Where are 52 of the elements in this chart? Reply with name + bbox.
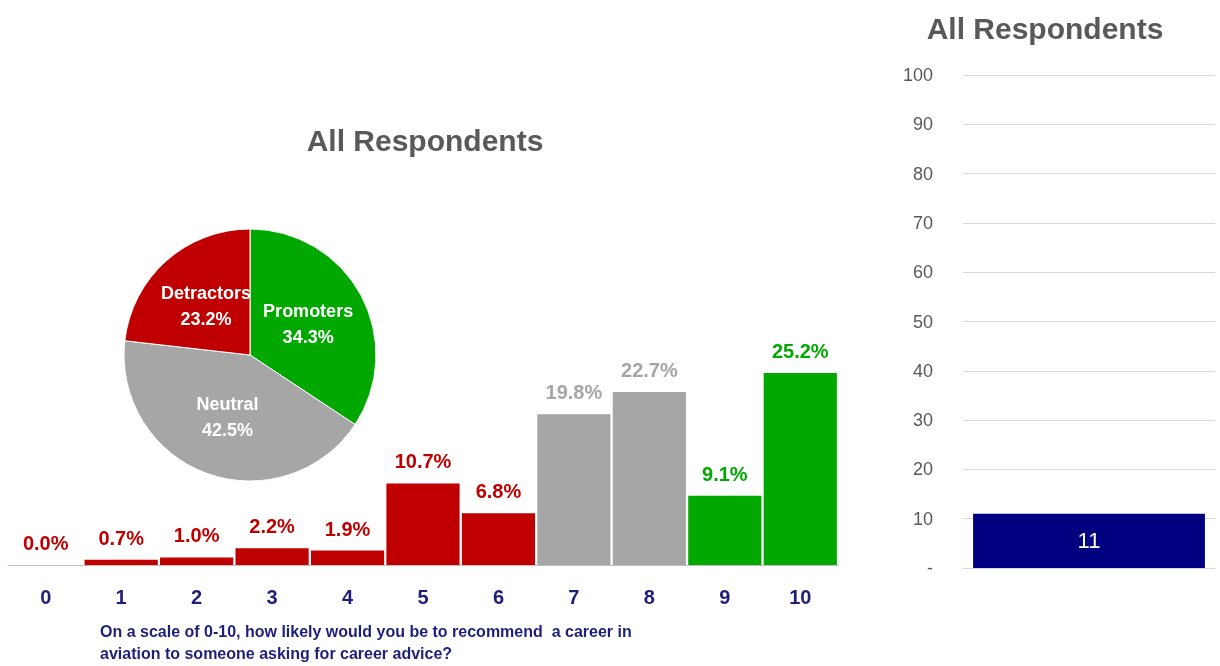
data-label: 25.2%: [771, 340, 829, 362]
x-axis-title: On a scale of 0-10, how likely would you be to recommend a career in aviation to someone asking for career advice?: [100, 622, 637, 662]
y-tick-label: 100: [902, 65, 933, 85]
data-label: 9.1%: [702, 462, 748, 485]
data-label: 0.0%: [22, 532, 69, 554]
bar: [537, 414, 611, 565]
y-tick-label: 80: [912, 163, 933, 184]
data-label: 34.3%: [282, 326, 334, 347]
data-label: 10.7%: [394, 450, 452, 473]
data-label: 19.8%: [545, 381, 603, 404]
slice-label: Neutral: [196, 394, 259, 415]
y-tick-label: 70: [912, 212, 933, 233]
data-label: 23.2%: [180, 308, 232, 329]
x-tick-label: 0: [40, 586, 52, 608]
x-tick-label: 8: [643, 586, 655, 608]
y-tick-label: 50: [912, 311, 933, 332]
x-tick-label: 9: [719, 586, 731, 608]
bar: [235, 548, 309, 565]
data-label: 6.8%: [475, 480, 522, 503]
bar: [386, 483, 460, 565]
y-tick-label: 40: [912, 360, 933, 381]
x-tick-label: 2: [191, 586, 203, 608]
chart-title: All Respondents: [926, 11, 1164, 45]
data-label: 22.7%: [621, 359, 678, 382]
data-label: 11: [1077, 528, 1101, 554]
bar: [160, 557, 234, 565]
bar: [84, 559, 158, 565]
y-tick-label: 60: [912, 262, 933, 283]
x-tick-label: 6: [492, 586, 505, 608]
y-tick-label: -: [927, 558, 933, 578]
y-tick-label: 20: [912, 459, 933, 480]
data-label: 0.7%: [98, 526, 145, 549]
x-tick-label: 7: [568, 586, 580, 608]
data-label: 1.9%: [324, 517, 371, 540]
chart-title: All Respondents: [306, 123, 544, 157]
y-tick-label: 90: [912, 114, 933, 135]
data-label: 1.0%: [173, 524, 220, 547]
y-tick-label: 30: [912, 410, 933, 431]
bar: [461, 513, 536, 565]
x-tick-label: 4: [341, 586, 354, 608]
data-label: 2.2%: [249, 515, 296, 538]
bar: [612, 392, 686, 565]
x-tick-label: 1: [115, 586, 127, 608]
y-tick-label: 10: [912, 508, 933, 529]
slice-label: Promoters: [263, 300, 354, 321]
bar: [763, 373, 837, 565]
x-tick-label: 3: [266, 586, 278, 608]
data-label: 42.5%: [201, 420, 253, 441]
x-tick-label: 5: [417, 586, 429, 608]
bar: [688, 495, 762, 565]
bar: [310, 550, 385, 565]
x-tick-label: 10: [789, 586, 812, 608]
